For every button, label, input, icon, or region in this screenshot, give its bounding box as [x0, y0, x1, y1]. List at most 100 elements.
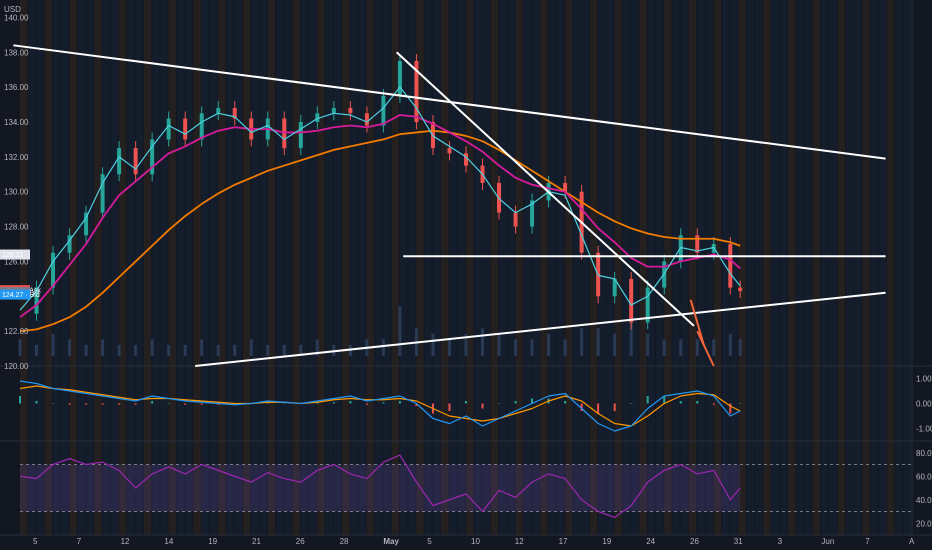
volume-bar [563, 339, 567, 356]
candle-body [232, 108, 237, 119]
session-stripe [490, 0, 499, 535]
volume-bar [530, 339, 534, 356]
time-tick-label: 28 [340, 537, 349, 546]
macd-hist-bar [283, 403, 286, 404]
macd-hist-bar [217, 403, 220, 405]
macd-hist-bar [448, 403, 451, 411]
macd-hist-bar [696, 401, 699, 404]
candle-body [397, 61, 402, 96]
session-stripe [135, 0, 143, 535]
volume-bar [134, 344, 138, 356]
session-stripe [342, 0, 350, 535]
volume-bar [447, 339, 451, 356]
rsi-band-fill [20, 464, 741, 512]
volume-bar [629, 322, 633, 356]
session-stripe [598, 0, 606, 535]
rsi-tick-label: 40.00 [916, 496, 932, 505]
macd-hist-bar [415, 403, 418, 406]
session-stripe [292, 0, 300, 535]
session-stripe [821, 0, 829, 535]
time-tick-label: 24 [646, 537, 655, 546]
session-stripe [28, 0, 36, 535]
session-stripe [218, 0, 226, 535]
macd-tick-label: 1.00 [916, 375, 932, 384]
session-stripe [61, 0, 69, 535]
volume-bar [150, 339, 154, 356]
volume-bar [596, 328, 600, 356]
session-stripe [143, 0, 152, 535]
volume-bar [580, 328, 584, 356]
volume-bar [84, 344, 88, 356]
time-tick-label: 7 [77, 537, 82, 546]
volume-bar [200, 339, 204, 356]
time-tick-label: Jun [821, 537, 834, 546]
session-stripe [829, 0, 837, 535]
session-stripe [581, 0, 589, 535]
volume-bar [35, 344, 39, 356]
volume-bar [398, 306, 402, 356]
macd-hist-bar [663, 396, 666, 404]
volume-bar [431, 333, 435, 356]
session-stripe [548, 0, 556, 535]
session-stripe [738, 0, 746, 535]
session-stripe [697, 0, 705, 535]
candle-body [738, 287, 743, 292]
session-stripe [152, 0, 160, 535]
session-stripe [482, 0, 490, 535]
macd-hist-bar [332, 402, 335, 404]
time-tick-label: 3 [778, 537, 783, 546]
session-stripe [730, 0, 738, 535]
session-stripe [309, 0, 317, 535]
session-stripe [705, 0, 713, 535]
volume-bar [381, 339, 385, 356]
price-tick-label: 132.00 [4, 153, 29, 162]
candle-body [133, 148, 138, 175]
session-stripe [160, 0, 168, 535]
session-stripe [416, 0, 424, 535]
candle-body [530, 200, 535, 227]
session-stripe [532, 0, 540, 535]
macd-hist-bar [52, 403, 55, 404]
price-tick-label: 136.00 [4, 83, 29, 92]
session-stripe [119, 0, 127, 535]
volume-bar [51, 333, 55, 356]
price-tick-label: 130.00 [4, 188, 29, 197]
time-tick-label: 10 [471, 537, 480, 546]
candle-body [34, 287, 39, 314]
session-stripe [796, 0, 804, 535]
session-stripe [779, 0, 788, 535]
session-stripe [771, 0, 779, 535]
macd-line [19, 380, 741, 432]
macd-hist-bar [184, 403, 187, 405]
macd-hist-bar [365, 403, 368, 405]
macd-hist-bar [564, 401, 567, 404]
session-stripe [69, 0, 77, 535]
session-stripe [763, 0, 771, 535]
candle-body [216, 108, 221, 114]
macd-hist-bar [101, 403, 104, 405]
session-stripe [903, 0, 911, 535]
session-stripe [622, 0, 631, 535]
volume-bar [101, 339, 105, 356]
session-stripe [812, 0, 821, 535]
session-stripe [391, 0, 399, 535]
time-tick-label: 31 [734, 537, 743, 546]
session-stripe [350, 0, 358, 535]
macd-hist-bar [118, 403, 121, 405]
session-stripe [589, 0, 598, 535]
session-stripe [837, 0, 845, 535]
price-tag-label: 126.31 [2, 252, 24, 259]
session-stripe [457, 0, 465, 535]
volume-bar [183, 344, 187, 356]
volume-bar [481, 328, 485, 356]
session-stripe [276, 0, 284, 535]
price-tag-label: 124.27 · Bid [2, 292, 40, 299]
session-stripe [432, 0, 441, 535]
volume-bar [497, 333, 501, 356]
session-stripe [862, 0, 870, 535]
session-stripe [854, 0, 862, 535]
session-stripe [614, 0, 622, 535]
candle-body [117, 148, 122, 175]
